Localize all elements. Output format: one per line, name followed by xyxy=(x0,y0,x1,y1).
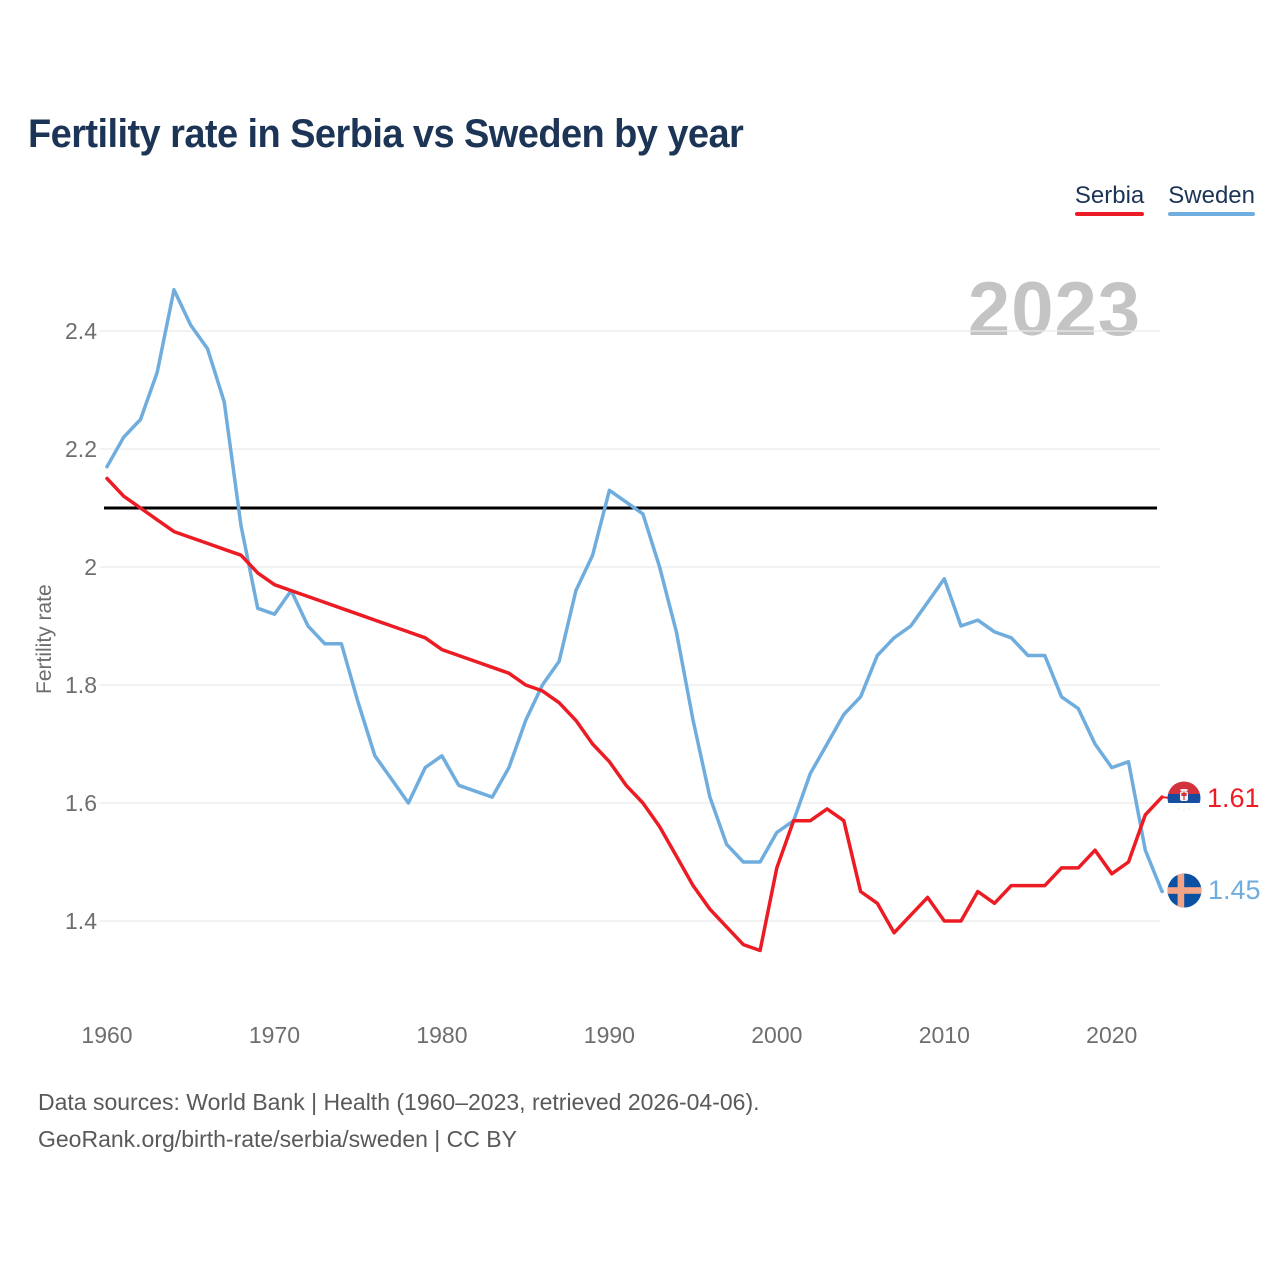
sweden-line xyxy=(105,287,1164,894)
legend-label-sweden: Sweden xyxy=(1168,182,1255,209)
y-tick-label: 1.6 xyxy=(65,790,97,816)
x-tick-label: 2000 xyxy=(751,1022,802,1048)
y-axis-label: Fertility rate xyxy=(33,584,56,694)
page-title: Fertility rate in Serbia vs Sweden by ye… xyxy=(28,112,744,156)
footer: Data sources: World Bank | Health (1960–… xyxy=(38,1084,760,1158)
x-tick-label: 2010 xyxy=(919,1022,970,1048)
legend: Serbia Sweden xyxy=(1074,182,1255,216)
x-tick-label: 1970 xyxy=(249,1022,300,1048)
x-tick-label: 1990 xyxy=(584,1022,635,1048)
sweden-end-label: 1.45 xyxy=(1167,873,1261,908)
x-tick-label: 2020 xyxy=(1086,1022,1137,1048)
y-tick-label: 2.2 xyxy=(65,436,97,462)
legend-color-bar-serbia xyxy=(1074,212,1145,216)
y-tick-label: 1.8 xyxy=(65,672,97,698)
sweden-leader-line xyxy=(1161,889,1173,893)
serbia-line xyxy=(105,476,1164,953)
x-tick-label: 1960 xyxy=(81,1022,132,1048)
y-tick-label: 2 xyxy=(84,554,97,580)
footer-sources-line: Data sources: World Bank | Health (1960–… xyxy=(38,1089,760,1115)
sweden-flag-icon xyxy=(1167,873,1202,908)
sweden-end-value: 1.45 xyxy=(1208,875,1261,905)
legend-item-sweden[interactable]: Sweden xyxy=(1168,183,1255,216)
legend-item-serbia[interactable]: Serbia xyxy=(1074,182,1145,216)
y-tick-label: 2.4 xyxy=(65,318,97,344)
legend-label-serbia: Serbia xyxy=(1074,182,1145,209)
footer-url-line: GeoRank.org/birth-rate/serbia/sweden | C… xyxy=(38,1126,517,1152)
x-tick-label: 1980 xyxy=(416,1022,467,1048)
serbia-end-label: 1.61 xyxy=(1167,781,1260,815)
serbia-end-value: 1.61 xyxy=(1207,782,1260,813)
year-watermark: 2023 xyxy=(967,267,1141,352)
y-tick-label: 1.4 xyxy=(65,908,97,934)
legend-color-bar-sweden xyxy=(1168,212,1255,216)
serbia-flag-icon xyxy=(1167,781,1201,815)
